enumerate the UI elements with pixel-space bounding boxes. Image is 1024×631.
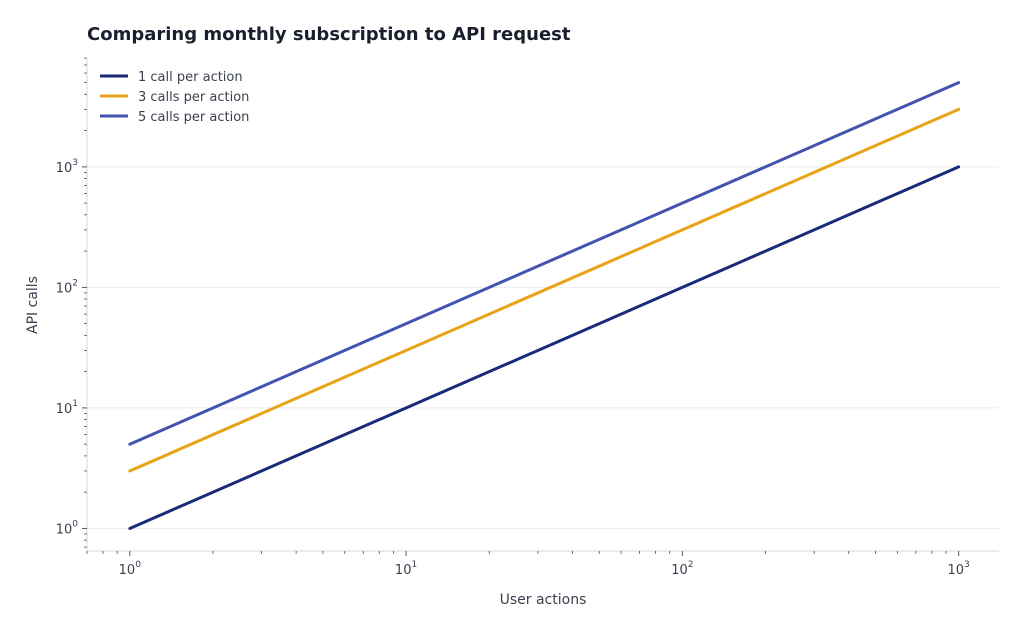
y-tick-label: 103 — [56, 158, 78, 176]
x-tick-label: 100 — [119, 560, 142, 578]
x-tick-base: 10 — [671, 563, 688, 578]
x-tick-exponent: 2 — [688, 560, 694, 570]
x-tick-label: 103 — [947, 560, 969, 578]
legend: 1 call per action 3 calls per action 5 cal… — [100, 70, 249, 125]
legend-label-1: 1 call per action — [138, 70, 243, 85]
gridlines — [87, 166, 999, 529]
y-tick-base: 10 — [56, 281, 73, 296]
y-tick-exponent: 1 — [72, 399, 78, 409]
legend-label-3: 5 calls per action — [138, 110, 249, 125]
y-tick-label: 102 — [56, 278, 78, 296]
y-tick-label: 100 — [56, 519, 79, 537]
y-tick-exponent: 0 — [72, 519, 78, 529]
series-line-1 — [128, 165, 961, 530]
x-tick-exponent: 3 — [964, 560, 970, 570]
y-tick-label: 101 — [56, 399, 78, 417]
x-axis-label: User actions — [500, 592, 587, 608]
y-tick-base: 10 — [56, 161, 73, 176]
x-tick-base: 10 — [119, 563, 136, 578]
y-tick-base: 10 — [56, 402, 73, 417]
chart-title: Comparing monthly subscription to API re… — [87, 24, 571, 45]
x-tick-exponent: 1 — [411, 560, 417, 570]
y-tick-exponent: 2 — [72, 278, 78, 288]
x-tick-base: 10 — [947, 563, 964, 578]
legend-label-2: 3 calls per action — [138, 90, 249, 105]
x-tick-base: 10 — [395, 563, 412, 578]
x-tick-label: 102 — [671, 560, 693, 578]
series-line-3 — [128, 81, 961, 446]
y-axis-label: API calls — [25, 276, 41, 334]
series-lines — [128, 81, 961, 530]
series-line-2 — [128, 107, 961, 473]
y-tick-base: 10 — [56, 522, 73, 537]
x-tick-label: 101 — [395, 560, 417, 578]
y-tick-exponent: 3 — [72, 158, 78, 168]
x-tick-exponent: 0 — [135, 560, 141, 570]
